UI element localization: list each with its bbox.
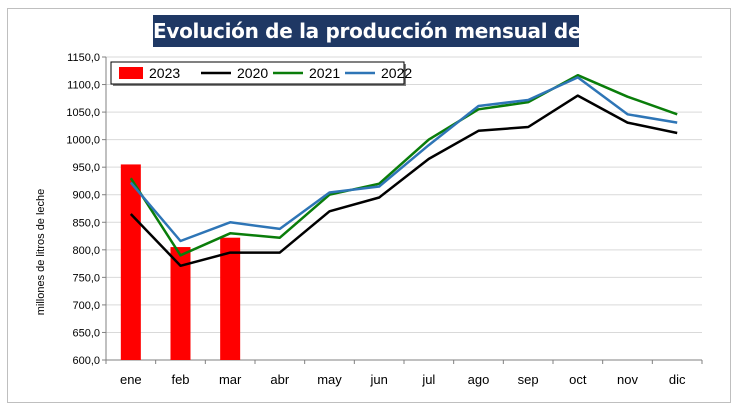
x-tick-label: feb [171,372,189,387]
legend-label-2021: 2021 [309,65,340,81]
legend: 2023 2020 2021 2022 [110,61,412,86]
y-tick-label: 900,0 [72,190,100,202]
bar-2023 [120,164,141,360]
bar-2023 [220,237,241,360]
x-tick-label: nov [617,372,638,387]
x-tick-label: dic [669,372,686,387]
y-tick-label: 1100,0 [67,80,100,92]
x-tick-label: jul [421,372,435,387]
x-tick-label: mar [219,372,242,387]
legend-label-2020: 2020 [237,65,268,81]
bar-2023 [170,247,191,360]
y-tick-label: 750,0 [72,272,100,284]
chart-title: Evolución de la producción mensual de le… [153,15,647,47]
y-tick-label: 1150,0 [67,52,100,64]
y-tick-label: 1000,0 [66,135,100,147]
x-tick-label: sep [518,372,539,387]
lines [129,73,678,268]
chart-frame [7,8,731,403]
line-2021 [129,73,678,257]
legend-swatch-2023 [119,67,143,79]
y-tick-label: 1050,0 [66,107,100,119]
legend-box [110,61,405,85]
bars-2023 [120,164,241,360]
x-tick-label: ago [468,372,490,387]
legend-label-2023: 2023 [149,65,180,81]
x-tick-label: abr [270,372,289,387]
tick-labels: 600,0 650,0 700,0 750,0 800,0 850,0 900,0 950,0… [66,52,686,387]
line-2020 [129,94,678,268]
y-tick-label: 950,0 [72,162,100,174]
axes [102,56,703,364]
y-tick-label: 600,0 [72,355,100,367]
y-tick-label: 700,0 [72,300,100,312]
y-tick-label: 800,0 [72,245,100,257]
y-tick-label: 650,0 [72,327,100,339]
x-tick-label: may [317,372,342,387]
y-axis-label: millones de litros de leche [35,189,47,316]
x-tick-label: jun [369,372,387,387]
line-2022 [129,76,678,243]
x-tick-label: ene [120,372,142,387]
y-tick-label: 850,0 [72,217,100,229]
x-tick-label: oct [569,372,587,387]
legend-label-2022: 2022 [381,65,412,81]
